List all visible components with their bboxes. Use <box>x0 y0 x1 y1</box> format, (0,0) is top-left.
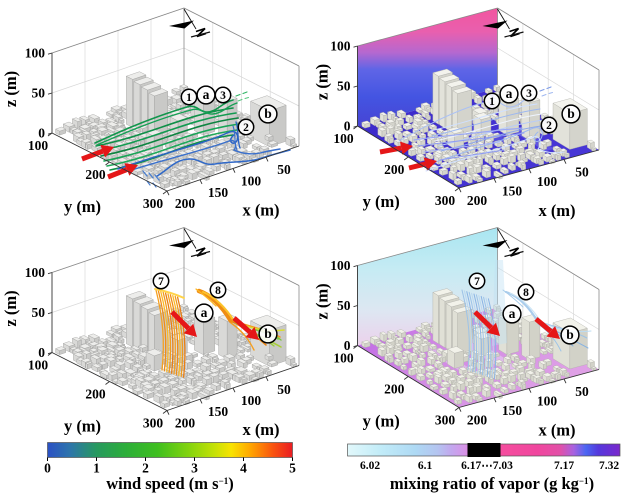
svg-text:100: 100 <box>25 46 46 61</box>
svg-text:6.17⋯7.03: 6.17⋯7.03 <box>461 460 513 472</box>
svg-text:b: b <box>264 106 272 121</box>
svg-text:8: 8 <box>523 287 529 299</box>
svg-text:300: 300 <box>143 196 164 211</box>
svg-text:z (m): z (m) <box>313 64 332 100</box>
svg-text:200: 200 <box>85 387 106 402</box>
svg-text:200: 200 <box>175 196 196 211</box>
svg-text:100: 100 <box>333 131 354 146</box>
svg-text:x (m): x (m) <box>538 201 575 220</box>
svg-text:50: 50 <box>575 384 589 399</box>
svg-text:50: 50 <box>337 298 351 313</box>
svg-text:1: 1 <box>186 92 192 104</box>
svg-text:150: 150 <box>208 185 229 200</box>
svg-text:a: a <box>201 305 208 320</box>
svg-text:wind speed (m s−1): wind speed (m s−1) <box>106 474 233 493</box>
svg-text:0: 0 <box>44 461 51 476</box>
svg-text:100: 100 <box>333 351 354 366</box>
svg-text:200: 200 <box>467 193 488 208</box>
svg-text:x (m): x (m) <box>242 201 279 220</box>
svg-text:100: 100 <box>330 258 351 273</box>
svg-text:200: 200 <box>384 162 405 177</box>
svg-text:300: 300 <box>435 413 456 428</box>
svg-text:a: a <box>506 86 513 101</box>
svg-text:7.17: 7.17 <box>554 460 574 472</box>
svg-text:100: 100 <box>241 393 262 408</box>
svg-text:b: b <box>566 327 574 342</box>
svg-text:b: b <box>567 106 575 121</box>
svg-text:z (m): z (m) <box>1 290 20 326</box>
svg-text:50: 50 <box>277 162 291 177</box>
svg-text:100: 100 <box>330 39 351 54</box>
svg-text:100: 100 <box>537 174 558 189</box>
svg-text:a: a <box>509 306 516 321</box>
svg-text:100: 100 <box>25 265 46 280</box>
svg-text:7.32: 7.32 <box>599 460 619 472</box>
svg-text:300: 300 <box>143 416 164 431</box>
svg-text:y (m): y (m) <box>363 192 400 211</box>
svg-text:200: 200 <box>384 382 405 397</box>
svg-text:y (m): y (m) <box>363 412 400 431</box>
svg-text:7: 7 <box>474 276 480 288</box>
svg-text:8: 8 <box>215 285 221 297</box>
svg-text:1: 1 <box>93 461 100 476</box>
svg-text:2: 2 <box>546 120 552 132</box>
svg-text:2: 2 <box>243 122 249 134</box>
svg-text:7: 7 <box>158 276 164 288</box>
svg-text:3: 3 <box>526 88 532 100</box>
svg-text:b: b <box>264 326 272 341</box>
svg-text:y (m): y (m) <box>64 197 101 216</box>
svg-text:200: 200 <box>85 167 106 182</box>
svg-text:50: 50 <box>575 165 589 180</box>
svg-text:150: 150 <box>502 184 523 199</box>
svg-text:a: a <box>203 87 210 102</box>
svg-text:50: 50 <box>32 305 46 320</box>
svg-text:300: 300 <box>435 193 456 208</box>
svg-text:z (m): z (m) <box>313 283 332 319</box>
svg-text:3: 3 <box>220 90 226 102</box>
svg-text:6.02: 6.02 <box>360 460 380 472</box>
svg-text:100: 100 <box>537 394 558 409</box>
svg-text:x (m): x (m) <box>242 420 279 439</box>
svg-text:6.1: 6.1 <box>418 460 433 472</box>
svg-text:50: 50 <box>337 79 351 94</box>
svg-text:150: 150 <box>208 404 229 419</box>
svg-text:1: 1 <box>489 96 495 108</box>
svg-text:50: 50 <box>277 382 291 397</box>
svg-text:200: 200 <box>467 413 488 428</box>
svg-text:mixing ratio of vapor (g kg−1): mixing ratio of vapor (g kg−1) <box>390 474 594 493</box>
svg-text:50: 50 <box>32 86 46 101</box>
svg-text:z (m): z (m) <box>1 71 20 107</box>
svg-text:4: 4 <box>240 461 247 476</box>
svg-text:y (m): y (m) <box>64 417 101 436</box>
svg-text:x (m): x (m) <box>538 421 575 440</box>
svg-text:150: 150 <box>502 403 523 418</box>
svg-text:100: 100 <box>28 138 49 153</box>
svg-text:5: 5 <box>289 461 296 476</box>
svg-text:100: 100 <box>28 358 49 373</box>
svg-text:200: 200 <box>175 416 196 431</box>
svg-text:100: 100 <box>241 174 262 189</box>
